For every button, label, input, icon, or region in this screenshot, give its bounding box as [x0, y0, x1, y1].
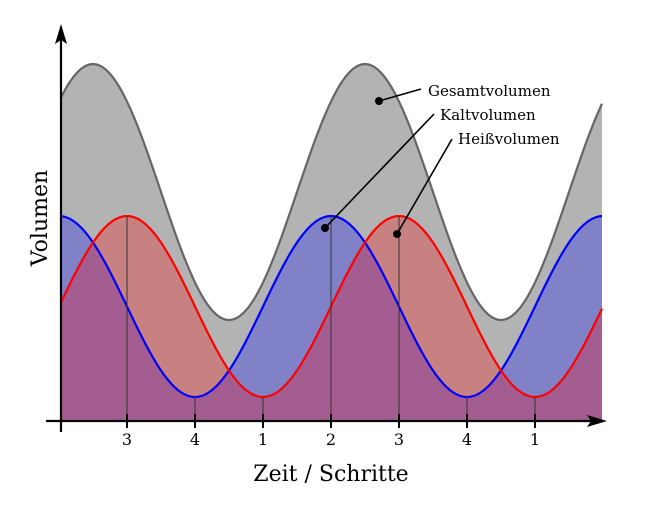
- y-axis-label: Volumen: [28, 170, 53, 267]
- annotation-gesamtvolumen: Gesamtvolumen: [375, 82, 551, 105]
- x-tick-label: 3: [394, 430, 404, 449]
- x-tick-label: 1: [258, 430, 268, 449]
- x-tick-label: 4: [462, 430, 472, 449]
- x-axis: [46, 415, 607, 427]
- annotation-kaltvolumen: Kaltvolumen: [321, 106, 536, 232]
- y-axis-arrow-icon: [55, 24, 67, 44]
- y-axis: [55, 24, 67, 432]
- x-tick-label: 2: [326, 430, 336, 449]
- label-gesamtvolumen: Gesamtvolumen: [428, 82, 551, 100]
- label-kaltvolumen: Kaltvolumen: [440, 106, 536, 124]
- gesamtvolumen-line: [60, 62, 603, 322]
- label-heissvolumen: Heißvolumen: [458, 130, 560, 148]
- x-axis-arrow-icon: [587, 415, 607, 427]
- x-axis-label: Zeit / Schritte: [253, 462, 408, 487]
- x-tick-label: 4: [190, 430, 200, 449]
- annotation-heissvolumen: Heißvolumen: [393, 130, 560, 238]
- x-tick-label: 1: [530, 430, 540, 449]
- x-tick-label: 3: [122, 430, 132, 449]
